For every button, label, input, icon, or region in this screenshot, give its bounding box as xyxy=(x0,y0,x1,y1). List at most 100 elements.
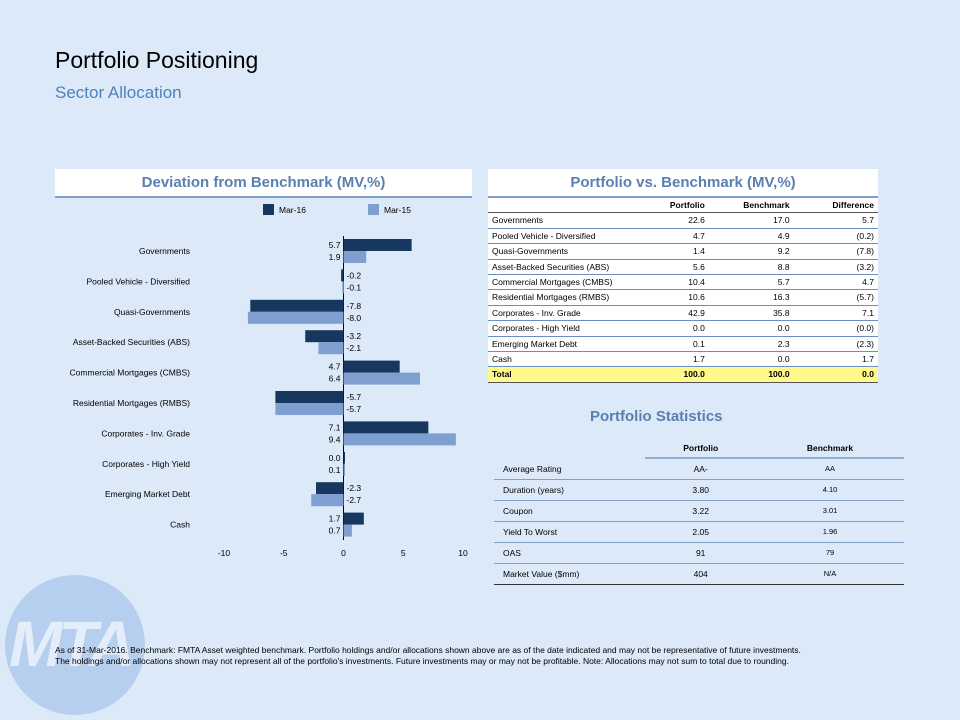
table-row: Corporates - High Yield 0.0 0.0 (0.0) xyxy=(488,320,878,337)
table-row: Pooled Vehicle - Diversified 4.7 4.9 (0.2) xyxy=(488,228,878,245)
category-label: Commercial Mortgages (CMBS) xyxy=(70,368,191,378)
legend-label: Mar-15 xyxy=(384,205,411,215)
column-header: Benchmark xyxy=(756,440,904,459)
x-tick-label: -5 xyxy=(280,548,288,558)
table-row: Cash 1.7 0.0 1.7 xyxy=(488,351,878,368)
page-subtitle: Sector Allocation xyxy=(55,83,182,102)
mta-logo: MTA xyxy=(5,575,145,715)
table-cell: 17.0 xyxy=(708,212,794,229)
table-cell: 42.9 xyxy=(643,305,709,322)
data-label: -8.0 xyxy=(347,313,362,323)
bar-mar-16 xyxy=(343,451,345,464)
x-tick-label: 0 xyxy=(341,548,346,558)
data-label: -2.1 xyxy=(347,343,362,353)
table-cell: 1.7 xyxy=(793,351,878,368)
table-cell: 100.0 xyxy=(708,366,794,383)
table-header-row: Portfolio Benchmark Difference xyxy=(488,198,878,214)
column-header: Difference xyxy=(793,198,878,214)
table-cell: 0.0 xyxy=(708,351,794,368)
table-cell: (0.2) xyxy=(793,228,878,245)
bar-mar-15 xyxy=(343,433,456,446)
table-cell: 0.0 xyxy=(643,320,709,337)
row-label: Market Value ($mm) xyxy=(494,563,646,585)
data-label: -7.8 xyxy=(347,301,362,311)
page-title: Portfolio Positioning xyxy=(55,47,259,73)
stats-title: Portfolio Statistics xyxy=(590,408,723,425)
category-label: Cash xyxy=(170,520,190,530)
row-label: Cash xyxy=(488,351,644,368)
table-row: Yield To Worst 2.05 1.96 xyxy=(494,521,904,543)
table-row: Coupon 3.22 3.01 xyxy=(494,500,904,522)
table-cell: 1.96 xyxy=(756,521,904,543)
data-label: -5.7 xyxy=(347,392,362,402)
data-label: 9.4 xyxy=(329,434,341,444)
table-cell: 0.0 xyxy=(793,366,878,383)
x-tick-label: -10 xyxy=(218,548,231,558)
table-cell: AA- xyxy=(645,458,757,480)
table-cell: 3.22 xyxy=(645,500,757,522)
row-label: Pooled Vehicle - Diversified xyxy=(488,228,644,245)
table-row: Average Rating AA- AA xyxy=(494,458,904,480)
table-cell: 0.1 xyxy=(643,336,709,353)
table-cell: 2.3 xyxy=(708,336,794,353)
column-header xyxy=(488,198,644,214)
data-label: 0.7 xyxy=(329,526,341,536)
bar-mar-16 xyxy=(343,360,400,373)
table-cell: 2.05 xyxy=(645,521,757,543)
data-label: -3.2 xyxy=(347,331,362,341)
bar-mar-15 xyxy=(342,281,344,294)
table-cell: 16.3 xyxy=(708,289,794,306)
category-label: Emerging Market Debt xyxy=(105,489,191,499)
category-label: Corporates - Inv. Grade xyxy=(101,428,190,438)
data-label: -5.7 xyxy=(347,404,362,414)
row-label: Commercial Mortgages (CMBS) xyxy=(488,274,644,291)
table-cell: 1.7 xyxy=(643,351,709,368)
bar-mar-15 xyxy=(343,463,345,476)
table-cell: 9.2 xyxy=(708,243,794,260)
table-cell: (3.2) xyxy=(793,259,878,276)
table-cell: 0.0 xyxy=(708,320,794,337)
data-label: 0.0 xyxy=(329,453,341,463)
table-cell: 4.10 xyxy=(756,479,904,501)
bar-mar-15 xyxy=(343,524,352,537)
footnote-line: The holdings and/or allocations shown ma… xyxy=(55,656,789,666)
table-cell: (0.0) xyxy=(793,320,878,337)
table-row: Quasi-Governments 1.4 9.2 (7.8) xyxy=(488,243,878,260)
x-tick-label: 10 xyxy=(458,548,468,558)
legend-label: Mar-16 xyxy=(279,205,306,215)
table-cell: 4.9 xyxy=(708,228,794,245)
row-label: Residential Mortgages (RMBS) xyxy=(488,289,644,306)
table-row: Market Value ($mm) 404 N/A xyxy=(494,563,904,585)
row-label: Quasi-Governments xyxy=(488,243,644,260)
table-cell: 4.7 xyxy=(643,228,709,245)
table-cell: 5.6 xyxy=(643,259,709,276)
column-header: Benchmark xyxy=(708,198,794,214)
row-label: Duration (years) xyxy=(494,479,646,501)
bar-mar-15 xyxy=(343,251,367,263)
table-cell: 8.8 xyxy=(708,259,794,276)
column-header: Portfolio xyxy=(645,440,757,459)
column-header: Portfolio xyxy=(643,198,709,214)
logo-text: MTA xyxy=(9,608,135,680)
table-cell: (7.8) xyxy=(793,243,878,260)
row-label: Coupon xyxy=(494,500,646,522)
table-row: Governments 22.6 17.0 5.7 xyxy=(488,212,878,229)
bar-mar-16 xyxy=(343,421,429,434)
bar-mar-15 xyxy=(275,403,344,415)
bar-mar-16 xyxy=(305,330,344,343)
table-cell: 4.7 xyxy=(793,274,878,291)
deviation-chart-title: Deviation from Benchmark (MV,%) xyxy=(55,169,472,198)
data-label: -2.7 xyxy=(347,495,362,505)
data-label: -0.2 xyxy=(347,270,362,280)
table-row: Corporates - Inv. Grade 42.9 35.8 7.1 xyxy=(488,305,878,322)
table-cell: AA xyxy=(756,458,904,480)
table-cell: (5.7) xyxy=(793,289,878,306)
portfolio-statistics-table: Portfolio Benchmark Average Rating AA- AA D… xyxy=(494,440,904,585)
bar-mar-15 xyxy=(311,494,344,507)
total-row: Total 100.0 100.0 0.0 xyxy=(488,366,878,383)
bar-mar-15 xyxy=(343,372,420,385)
data-label: -0.1 xyxy=(347,282,362,292)
table-cell: 100.0 xyxy=(643,366,709,383)
table-cell: 5.7 xyxy=(793,212,878,229)
category-label: Pooled Vehicle - Diversified xyxy=(87,276,191,286)
